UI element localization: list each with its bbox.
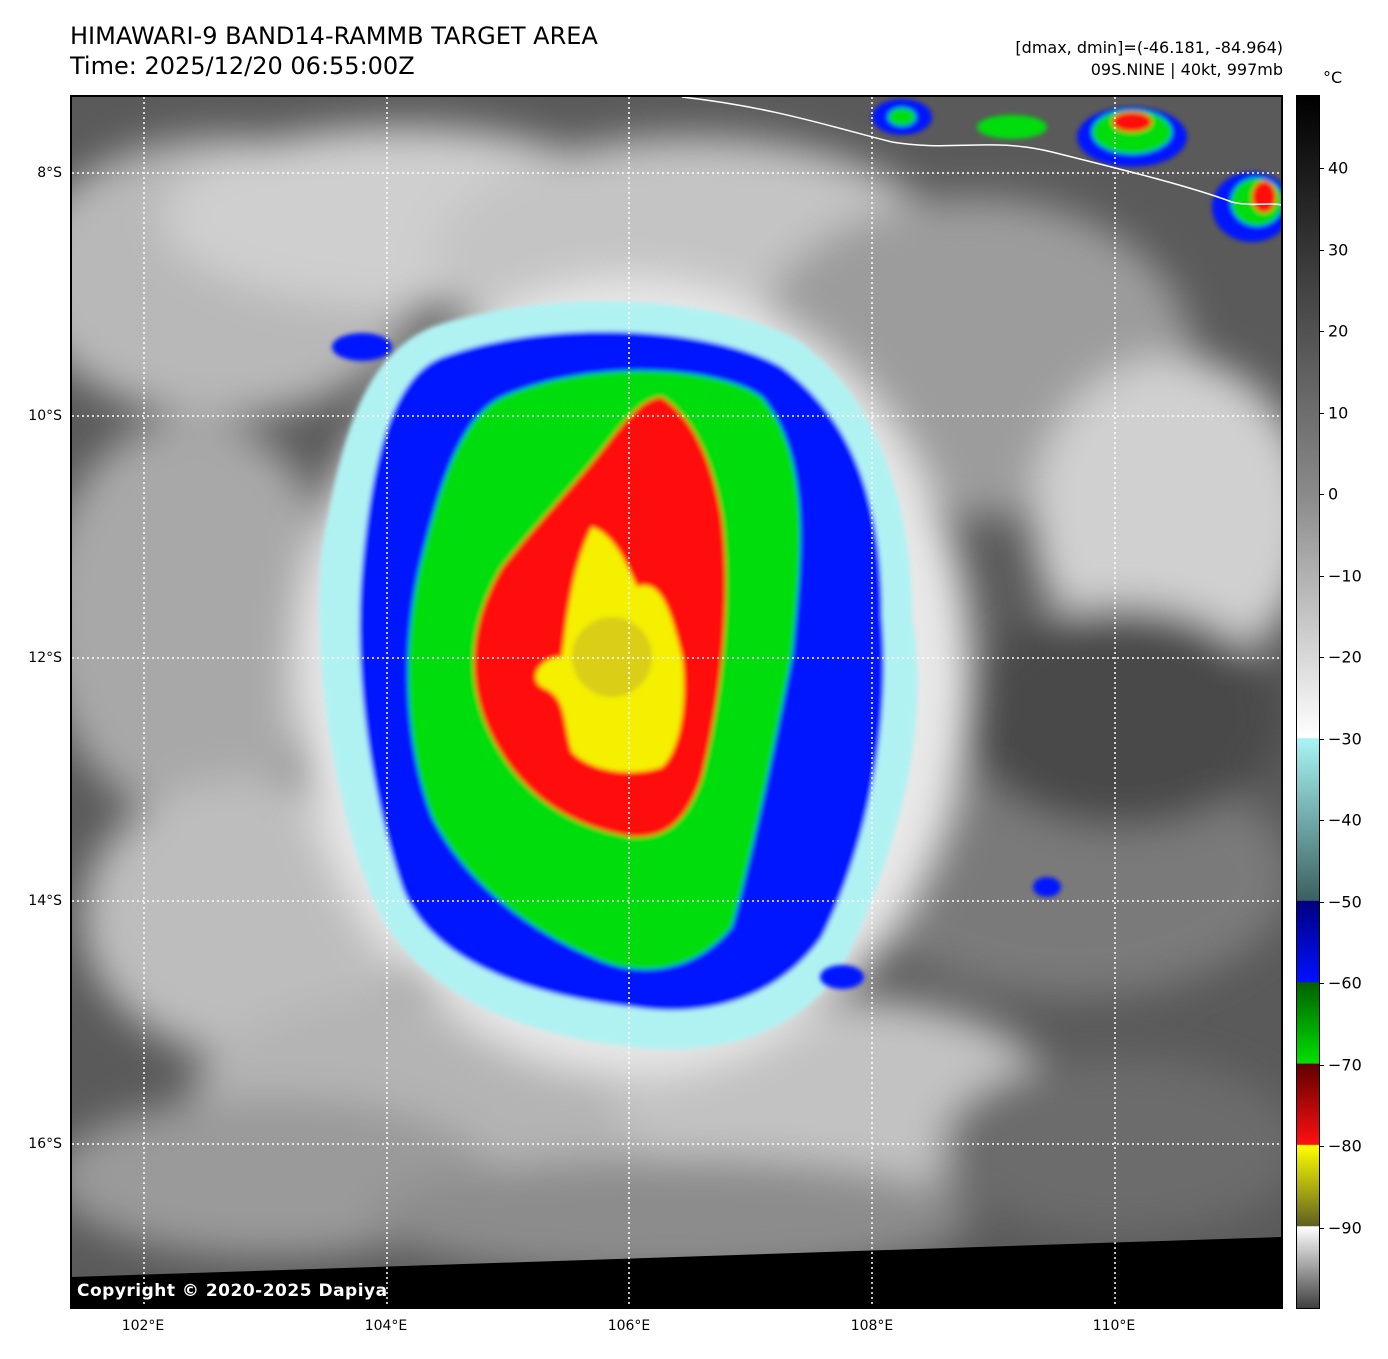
satellite-imagery — [72, 97, 1281, 1307]
satellite-map: Copyright © 2020-2025 Dapiya — [70, 95, 1283, 1309]
convective-core — [319, 301, 918, 1050]
copyright-label: Copyright © 2020-2025 Dapiya — [77, 1281, 388, 1301]
colorbar-tick-label: −20 — [1328, 647, 1362, 667]
lon-label-102e: 102°E — [121, 1318, 165, 1334]
colorbar-tick-label: 0 — [1328, 484, 1339, 504]
lat-label-14s: 14°S — [28, 893, 62, 909]
colorbar — [1296, 95, 1320, 1309]
colorbar-tick — [1320, 901, 1324, 903]
colorbar-tick-label: −10 — [1328, 566, 1362, 586]
java-convection — [332, 99, 1281, 989]
colorbar-tick — [1320, 657, 1324, 659]
lat-label-10s: 10°S — [28, 408, 62, 424]
colorbar-tick — [1320, 412, 1324, 414]
lon-label-110e: 110°E — [1092, 1318, 1136, 1334]
colorbar-tick-label: −60 — [1328, 973, 1362, 993]
lat-label-12s: 12°S — [28, 650, 62, 666]
colorbar-tick — [1320, 494, 1324, 496]
lon-label-108e: 108°E — [850, 1318, 894, 1334]
colorbar-tick-label: 30 — [1328, 240, 1349, 260]
colorbar-tick-label: −80 — [1328, 1136, 1362, 1156]
colorbar-tick-label: −40 — [1328, 810, 1362, 830]
colorbar-tick — [1320, 168, 1324, 170]
lat-label-16s: 16°S — [28, 1136, 62, 1152]
map-title: HIMAWARI-9 BAND14-RAMMB TARGET AREA — [70, 22, 598, 50]
colorbar-tick — [1320, 331, 1324, 333]
colorbar-tick — [1320, 1064, 1324, 1066]
lon-label-106e: 106°E — [607, 1318, 651, 1334]
colorbar-tick-label: 10 — [1328, 403, 1349, 423]
colorbar-tick — [1320, 575, 1324, 577]
no-data-region — [72, 1237, 1281, 1307]
map-timestamp: Time: 2025/12/20 06:55:00Z — [70, 52, 415, 80]
colorbar-tick — [1320, 1146, 1324, 1148]
colorbar-tick — [1320, 249, 1324, 251]
colorbar-unit: °C — [1323, 68, 1343, 87]
lon-label-104e: 104°E — [364, 1318, 408, 1334]
colorbar-tick — [1320, 738, 1324, 740]
colorbar-tick-label: −30 — [1328, 729, 1362, 749]
colorbar-tick-label: 40 — [1328, 158, 1349, 178]
colorbar-tick — [1320, 820, 1324, 822]
colorbar-tick-label: −50 — [1328, 892, 1362, 912]
colorbar-tick — [1320, 983, 1324, 985]
colorbar-tick-label: −70 — [1328, 1055, 1362, 1075]
coastline — [681, 97, 1281, 206]
colorbar-tick — [1320, 1227, 1324, 1229]
gridlines — [72, 97, 1281, 1307]
storm-info: 09S.NINE | 40kt, 997mb — [1090, 60, 1283, 79]
colorbar-tick-label: −90 — [1328, 1218, 1362, 1238]
colorbar-tick-label: 20 — [1328, 321, 1349, 341]
lat-label-8s: 8°S — [37, 165, 62, 181]
temperature-range-info: [dmax, dmin]=(-46.181, -84.964) — [1015, 38, 1283, 57]
